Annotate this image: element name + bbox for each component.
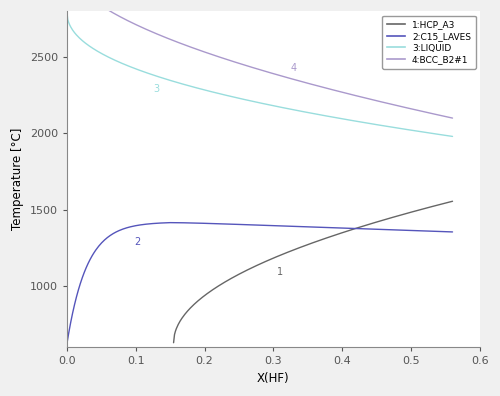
Text: 3: 3	[153, 84, 159, 94]
Legend: 1:HCP_A3, 2:C15_LAVES, 3:LIQUID, 4:BCC_B2#1: 1:HCP_A3, 2:C15_LAVES, 3:LIQUID, 4:BCC_B…	[382, 15, 476, 69]
Text: 4: 4	[290, 63, 297, 72]
Text: 2: 2	[134, 237, 140, 247]
Y-axis label: Temperature [°C]: Temperature [°C]	[11, 128, 24, 230]
Text: 1: 1	[277, 267, 283, 277]
X-axis label: X(HF): X(HF)	[257, 372, 290, 385]
